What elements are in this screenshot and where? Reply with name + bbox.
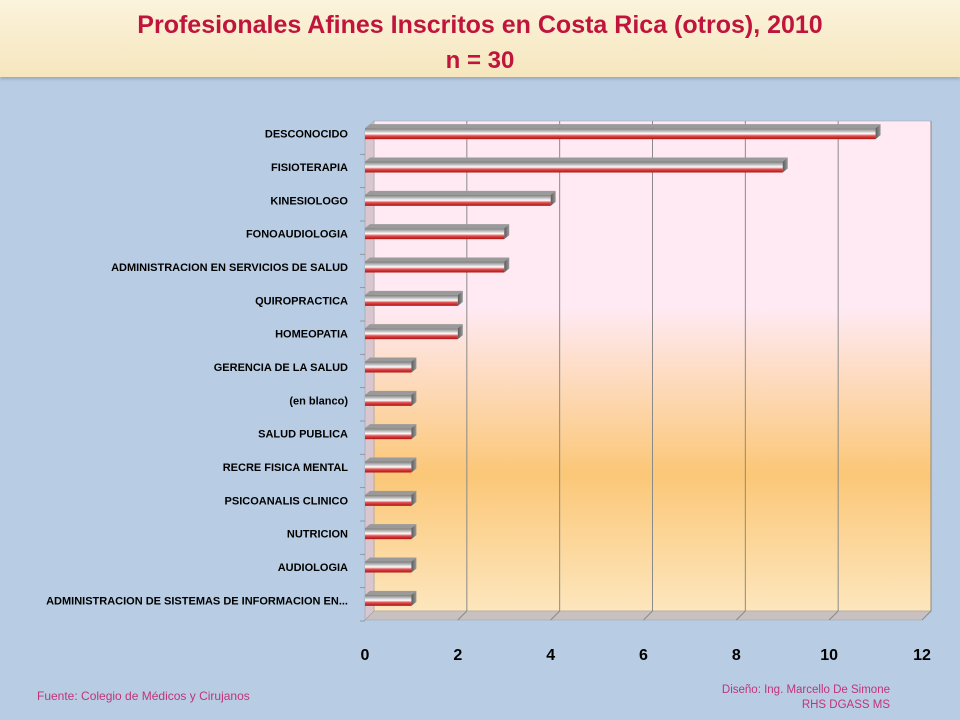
bar-top-face <box>365 524 417 529</box>
bar <box>365 224 510 240</box>
chart-title: Profesionales Afines Inscritos en Costa … <box>137 11 823 39</box>
x-tick-label: 12 <box>913 647 931 664</box>
bar <box>365 490 417 506</box>
bar-top-face <box>365 357 417 362</box>
bar-front-face <box>365 561 412 573</box>
bar-end-face <box>504 224 510 240</box>
bar-top-face <box>365 424 417 429</box>
source-note: Fuente: Colegio de Médicos y Cirujanos <box>37 689 250 703</box>
bar <box>365 457 417 473</box>
bar <box>365 590 417 606</box>
category-label: PSICOANALIS CLINICO <box>225 495 349 507</box>
bar <box>365 424 417 440</box>
bar-chart: 0 2 4 6 8 10 12 DESCONOCIDO FISIOTERAPIA KINESIOL… <box>46 120 932 664</box>
bar <box>365 290 463 306</box>
bar-end-face <box>457 290 463 306</box>
bar-top-face <box>365 290 463 295</box>
x-tick-label: 10 <box>820 647 838 664</box>
bar-front-face <box>365 294 458 306</box>
category-label: SALUD PUBLICA <box>258 429 348 441</box>
x-tick-label: 2 <box>453 647 462 664</box>
bar-front-face <box>365 261 505 273</box>
bar-end-face <box>875 124 881 140</box>
category-label: KINESIOLOGO <box>270 195 348 207</box>
bar <box>365 257 510 273</box>
gridline-floor <box>828 610 839 621</box>
bar-front-face <box>365 528 412 540</box>
bar-front-face <box>365 428 412 440</box>
x-tick-label: 8 <box>732 647 741 664</box>
bar-top-face <box>365 557 417 562</box>
bar-front-face <box>365 328 458 340</box>
category-label: ADMINISTRACION EN SERVICIOS DE SALUD <box>111 262 348 274</box>
x-tick-label: 0 <box>361 647 370 664</box>
bar-top-face <box>365 157 788 162</box>
category-label: QUIROPRACTICA <box>255 295 348 307</box>
bar-end-face <box>411 490 417 506</box>
bar-end-face <box>411 424 417 440</box>
design-credit-line2: RHS DGASS MS <box>801 699 890 711</box>
category-label: DESCONOCIDO <box>265 129 349 141</box>
bar <box>365 124 881 140</box>
bar-front-face <box>365 394 412 406</box>
bar <box>365 190 556 206</box>
bar <box>365 524 417 540</box>
bar-front-face <box>365 161 783 173</box>
category-label: FONOAUDIOLOGIA <box>246 229 348 241</box>
bar-end-face <box>411 357 417 373</box>
category-label: GERENCIA DE LA SALUD <box>214 362 348 374</box>
category-label: FISIOTERAPIA <box>271 162 348 174</box>
bar-top-face <box>365 224 510 229</box>
category-label: AUDIOLOGIA <box>278 562 348 574</box>
category-label: NUTRICION <box>287 529 348 541</box>
design-credit: Diseño: Ing. Marcello De Simone RHS DGAS… <box>722 683 890 713</box>
bar-end-face <box>550 190 556 206</box>
bar-front-face <box>365 461 412 473</box>
bar-end-face <box>411 457 417 473</box>
bar-front-face <box>365 228 505 240</box>
bar <box>365 557 417 573</box>
x-tick-label: 4 <box>546 647 555 664</box>
design-credit-line1: Diseño: Ing. Marcello De Simone <box>721 684 890 696</box>
bar-end-face <box>411 590 417 606</box>
bar-end-face <box>782 157 788 173</box>
bar <box>365 324 463 340</box>
bar-end-face <box>411 524 417 540</box>
bar-end-face <box>411 557 417 573</box>
bar <box>365 357 417 373</box>
chart-subtitle: n = 30 <box>445 47 515 74</box>
gridline-floor <box>921 610 932 621</box>
bar <box>365 157 788 173</box>
bar-front-face <box>365 194 551 206</box>
gridline-floor <box>457 610 468 621</box>
bar-front-face <box>365 361 412 373</box>
header: Profesionales Afines Inscritos en Costa … <box>0 0 960 77</box>
gridline-floor <box>735 610 746 621</box>
x-tick-label: 6 <box>639 647 648 664</box>
category-label: (en blanco) <box>289 395 348 407</box>
bar-top-face <box>365 490 417 495</box>
bar-top-face <box>365 257 510 262</box>
bar <box>365 390 417 406</box>
bar-top-face <box>365 324 463 329</box>
bar-top-face <box>365 190 556 195</box>
bar-top-face <box>365 390 417 395</box>
bar-end-face <box>504 257 510 273</box>
bar-end-face <box>457 324 463 340</box>
gridline-floor <box>550 610 561 621</box>
bar-front-face <box>365 594 412 606</box>
bar-front-face <box>365 128 876 140</box>
category-label: ADMINISTRACION DE SISTEMAS DE INFORMACIO… <box>46 595 348 607</box>
category-label: HOMEOPATIA <box>275 329 348 341</box>
bar-end-face <box>411 390 417 406</box>
gridline-floor <box>643 610 653 621</box>
bar-front-face <box>365 494 412 506</box>
bar-top-face <box>365 457 417 462</box>
category-label: RECRE FISICA MENTAL <box>223 462 349 474</box>
bar-top-face <box>365 124 881 129</box>
bar-top-face <box>365 590 417 595</box>
